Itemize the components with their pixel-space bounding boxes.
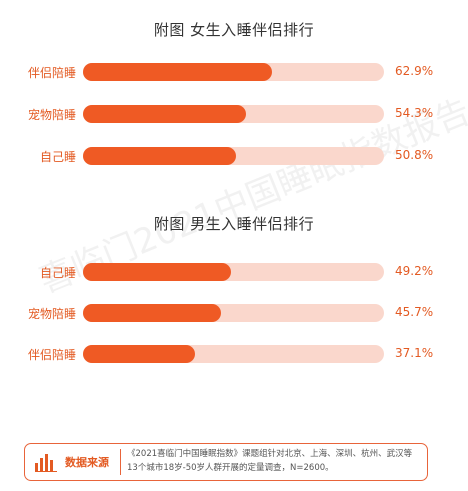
bar-chart-icon: [35, 453, 57, 472]
bar-row: 自己睡 50.8%: [0, 146, 468, 166]
bar-track: [83, 147, 384, 165]
bar-row: 伴侣陪睡 37.1%: [0, 344, 468, 364]
bar-value-label: 50.8%: [395, 148, 434, 162]
bar: [83, 263, 232, 281]
bar-track: [83, 263, 384, 281]
bar-category-label: 自己睡: [39, 266, 76, 280]
bar-track: [83, 345, 384, 363]
bar-category-label: 宠物陪睡: [27, 307, 76, 321]
bar-value-label: 45.7%: [395, 305, 434, 319]
bar-track: [83, 304, 384, 322]
bar: [83, 304, 221, 322]
bar-category-label: 伴侣陪睡: [27, 348, 76, 362]
bar-row: 宠物陪睡 54.3%: [0, 104, 468, 124]
bar: [83, 147, 236, 165]
bar-category-label: 自己睡: [39, 150, 76, 164]
bar-row: 宠物陪睡 45.7%: [0, 303, 468, 323]
bar: [83, 345, 195, 363]
bar-row: 伴侣陪睡 62.9%: [0, 62, 468, 82]
male-chart-title: 附图 男生入睡伴侣排行: [153, 215, 315, 233]
source-line-1: 《2021喜临门中国睡眠指数》课题组针对北京、上海、深圳、杭州、武汉等: [127, 449, 413, 459]
bar-track: [83, 63, 384, 81]
bar-value-label: 54.3%: [395, 106, 434, 120]
bar-category-label: 宠物陪睡: [27, 108, 76, 122]
bar-track: [83, 105, 384, 123]
bar-value-label: 37.1%: [395, 346, 434, 360]
female-chart-title: 附图 女生入睡伴侣排行: [153, 21, 315, 39]
bar-value-label: 49.2%: [395, 264, 434, 278]
bar: [83, 63, 273, 81]
data-source-label: 数据来源: [65, 456, 109, 469]
source-line-2: 13个城市18岁-50岁人群开展的定量调查，N=2600。: [127, 463, 334, 473]
bar-row: 自己睡 49.2%: [0, 262, 468, 282]
bar-category-label: 伴侣陪睡: [27, 66, 76, 80]
data-source-text: 《2021喜临门中国睡眠指数》课题组针对北京、上海、深圳、杭州、武汉等 13个城…: [127, 447, 427, 475]
bar: [83, 105, 247, 123]
source-divider: [120, 449, 121, 475]
data-source-box: 数据来源 《2021喜临门中国睡眠指数》课题组针对北京、上海、深圳、杭州、武汉等…: [24, 443, 428, 481]
bar-value-label: 62.9%: [395, 64, 434, 78]
